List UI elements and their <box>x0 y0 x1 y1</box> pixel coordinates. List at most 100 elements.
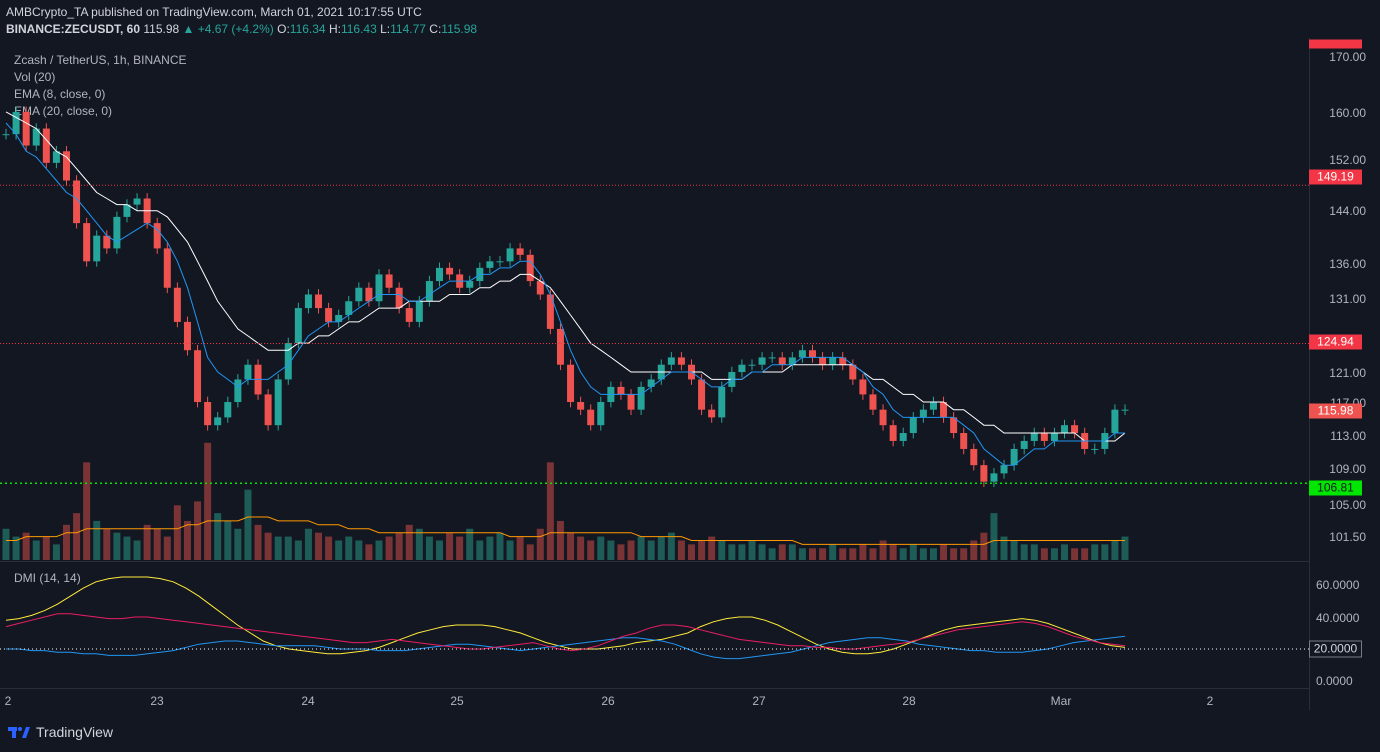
candle <box>73 180 81 224</box>
candle <box>163 248 171 288</box>
volume-bar <box>1071 548 1079 560</box>
candle <box>173 287 181 322</box>
volume-bar <box>1040 548 1048 560</box>
dmi-legend[interactable]: DMI (14, 14) <box>14 571 81 585</box>
top-price-tag <box>1309 39 1362 49</box>
candle <box>667 357 675 365</box>
volume-bar <box>375 540 383 560</box>
dmi-axis-label: 60.0000 <box>1316 578 1360 592</box>
volume-bar <box>93 520 101 560</box>
dmi-tag-20: 20.0000 <box>1309 640 1362 658</box>
price-tag-124: 124.94 <box>1309 334 1362 350</box>
volume-bar <box>133 540 141 560</box>
candle <box>788 357 796 365</box>
candle <box>415 301 423 322</box>
time-label: 2 <box>4 694 12 708</box>
volume-bar <box>143 524 151 560</box>
volume-bar <box>264 532 272 560</box>
volume-bar <box>435 540 443 560</box>
time-label: 26 <box>601 694 615 708</box>
price-label: 160.00 <box>1329 106 1366 120</box>
candle <box>224 402 232 418</box>
time-label: 2 <box>1206 694 1214 708</box>
price-label: 170.00 <box>1329 50 1366 64</box>
chart-title-legend[interactable]: Zcash / TetherUS, 1h, BINANCE <box>14 53 187 67</box>
di-plus-line <box>6 635 1126 660</box>
candle <box>113 216 121 249</box>
volume-bar <box>627 540 635 560</box>
candle <box>365 287 373 302</box>
candle <box>405 308 413 322</box>
volume-bar <box>385 536 393 560</box>
close-label: C: <box>429 22 442 36</box>
price-label: 113.00 <box>1330 429 1366 443</box>
ema20-legend[interactable]: EMA (20, close, 0) <box>14 104 113 118</box>
candle <box>486 261 494 268</box>
price-axis[interactable]: 170.00 160.00 152.00 144.00 136.00 131.0… <box>1310 38 1380 710</box>
volume-bar <box>940 544 948 560</box>
volume-bar <box>647 540 655 560</box>
tradingview-logo[interactable]: TradingView <box>8 724 113 740</box>
tradingview-icon <box>8 727 30 738</box>
volume-bar <box>496 532 504 560</box>
volume-bar <box>728 544 736 560</box>
di-minus-line <box>5 613 1126 652</box>
low-label: L: <box>380 22 391 36</box>
candle <box>83 223 91 262</box>
volume-bar <box>556 520 564 560</box>
volume-bar <box>819 548 827 560</box>
volume-bar <box>688 544 696 560</box>
volume-bar <box>859 544 867 560</box>
candle <box>274 379 282 426</box>
volume-bar <box>637 536 645 560</box>
time-label: Mar <box>1050 694 1072 708</box>
symbol-name[interactable]: BINANCE:ZECUSDT, 60 <box>6 22 141 36</box>
volume-bar <box>1101 544 1109 560</box>
candle <box>708 409 716 418</box>
time-label: 24 <box>301 694 315 708</box>
brand-name: TradingView <box>36 724 114 740</box>
volume-bar <box>22 532 30 560</box>
ema8-legend[interactable]: EMA (8, close, 0) <box>14 87 106 101</box>
candle <box>879 409 887 426</box>
candle <box>103 235 111 249</box>
candle <box>264 394 272 426</box>
adx-line <box>5 576 1126 655</box>
candle <box>587 409 595 426</box>
candle <box>567 364 575 403</box>
candle <box>960 433 968 449</box>
volume-bar <box>486 536 494 560</box>
volume-bar <box>456 536 464 560</box>
volume-bar <box>708 536 716 560</box>
candle <box>466 281 474 288</box>
candle <box>950 417 958 434</box>
publish-info: AMBCrypto_TA published on TradingView.co… <box>6 5 422 19</box>
candle <box>1071 425 1079 434</box>
volume-bar <box>52 544 60 560</box>
symbol-header: BINANCE:ZECUSDT, 60 115.98 ▲ +4.67 (+4.2… <box>6 22 477 36</box>
candle <box>1091 448 1099 450</box>
candle <box>677 357 685 365</box>
volume-bar <box>32 540 40 560</box>
volume-legend[interactable]: Vol (20) <box>14 70 56 84</box>
volume-bar <box>617 544 625 560</box>
volume-bar <box>738 544 746 560</box>
candle <box>52 151 60 163</box>
candle <box>425 281 433 302</box>
volume-bar <box>113 532 121 560</box>
volume-bar <box>516 536 524 560</box>
candle <box>345 301 353 315</box>
price-change: ▲ +4.67 (+4.2%) <box>182 22 274 36</box>
volume-bar <box>1000 536 1008 560</box>
candle <box>778 357 786 365</box>
price-label: 136.00 <box>1329 257 1366 271</box>
volume-bar <box>677 540 685 560</box>
candle <box>183 321 191 351</box>
price-label: 152.00 <box>1329 153 1366 167</box>
candle <box>506 248 514 262</box>
volume-bar <box>808 548 816 560</box>
volume-bar <box>365 544 373 560</box>
volume-bar <box>597 536 605 560</box>
candle <box>194 350 202 403</box>
